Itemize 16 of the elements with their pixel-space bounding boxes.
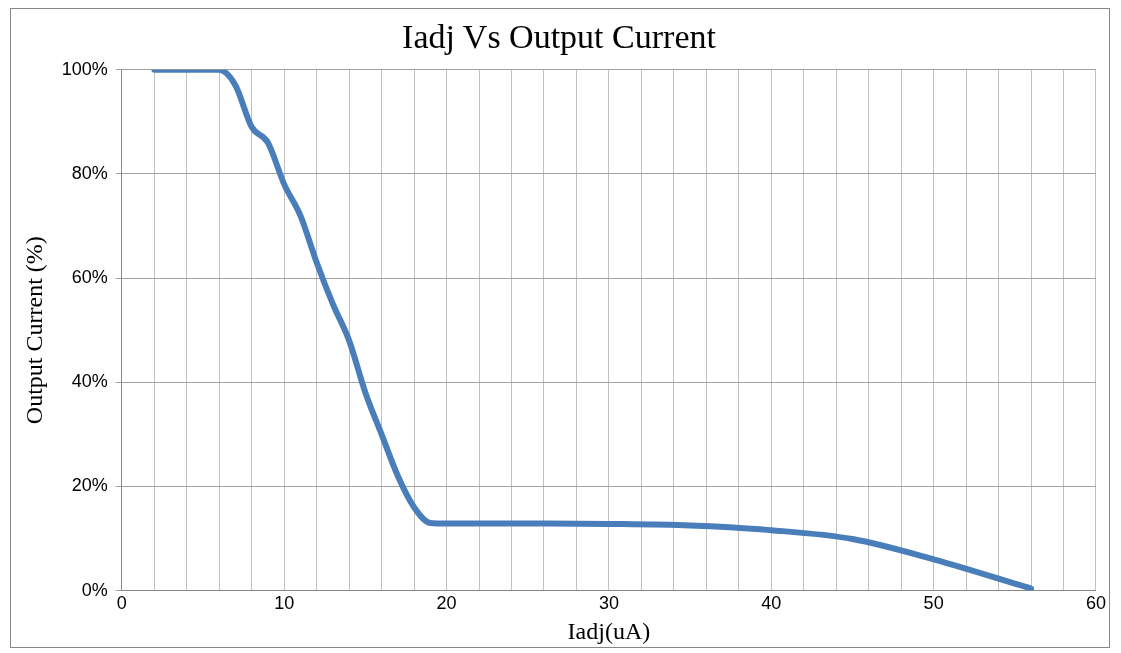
y-axis-title: Output Current (%) [20, 236, 47, 425]
chart-title: Iadj Vs Output Current [402, 18, 717, 56]
y-tick-label: 80% [71, 162, 108, 183]
y-tick-label: 40% [71, 371, 108, 392]
y-tick-label: 60% [71, 267, 108, 288]
x-tick-label: 20 [436, 593, 457, 614]
x-tick-label: 30 [598, 593, 619, 614]
x-tick-label: 60 [1085, 593, 1106, 614]
x-tick-label: 10 [274, 593, 295, 614]
x-tick-label: 50 [923, 593, 944, 614]
y-tick-label: 100% [61, 58, 108, 79]
x-tick-label: 0 [116, 593, 127, 614]
y-tick-label: 0% [81, 579, 108, 600]
x-tick-label: 40 [761, 593, 782, 614]
x-axis-title: Iadj(uA) [567, 617, 651, 644]
y-tick-label: 20% [71, 475, 108, 496]
